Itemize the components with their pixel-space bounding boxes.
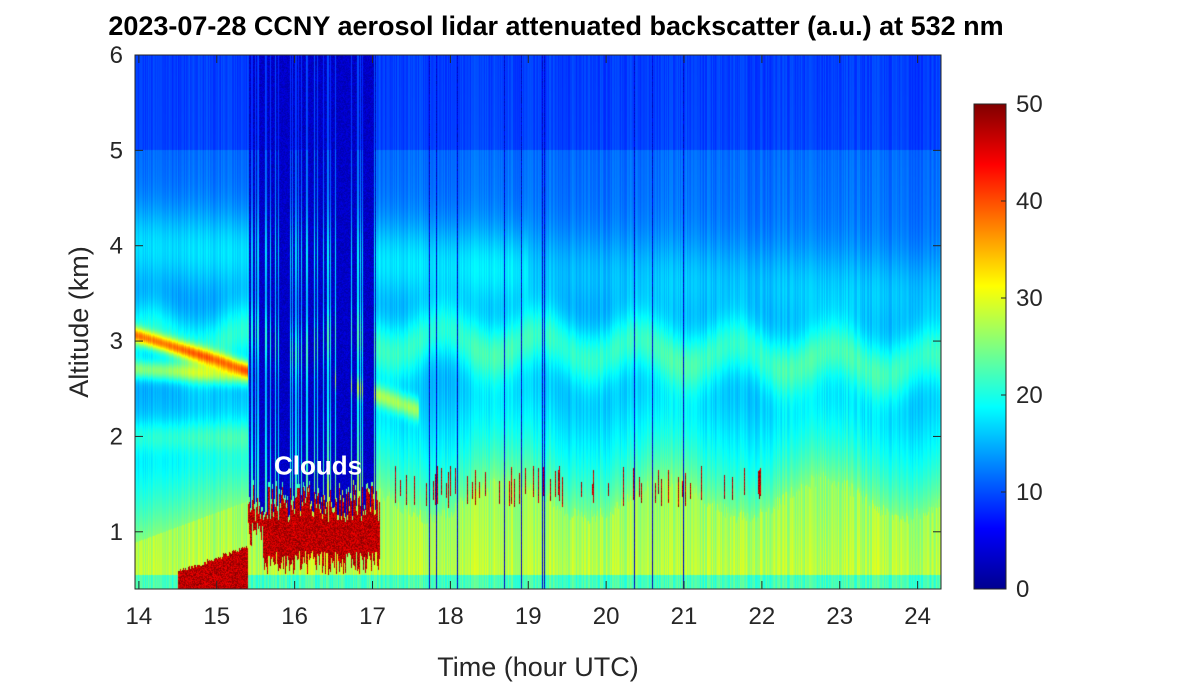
- x-tick-label: 17: [359, 603, 386, 630]
- colorbar-ticks: 0 10 20 30 40 50: [1001, 91, 1043, 603]
- x-tick-label: 14: [126, 603, 153, 630]
- y-axis: 1 2 3 4 5 6: [110, 42, 941, 546]
- x-tick-label: 21: [671, 603, 698, 630]
- colorbar-tick-label: 50: [1016, 91, 1043, 118]
- colorbar-tick-label: 30: [1016, 285, 1043, 312]
- y-tick-label: 3: [110, 328, 123, 355]
- y-tick-label: 6: [110, 42, 123, 69]
- x-tick-label: 18: [437, 603, 464, 630]
- x-axis-label: Time (hour UTC): [437, 652, 639, 682]
- plot-frame: [134, 54, 942, 590]
- y-tick-label: 2: [110, 423, 123, 450]
- x-tick-label: 23: [826, 603, 853, 630]
- y-tick-label: 1: [110, 519, 123, 546]
- colorbar-tick-label: 40: [1016, 188, 1043, 215]
- chart-title: 2023-07-28 CCNY aerosol lidar attenuated…: [108, 11, 1003, 41]
- x-tick-label: 20: [593, 603, 620, 630]
- y-tick-label: 4: [110, 233, 123, 260]
- clouds-annotation: Clouds: [274, 451, 362, 481]
- colorbar-tick-label: 0: [1016, 576, 1029, 603]
- x-tick-label: 24: [904, 603, 931, 630]
- y-tick-label: 5: [110, 137, 123, 164]
- x-tick-label: 19: [515, 603, 542, 630]
- x-axis: 14 15 16 17 18 19 20 21 22 23 24: [126, 55, 931, 630]
- x-tick-label: 16: [281, 603, 308, 630]
- colorbar-tick-label: 10: [1016, 479, 1043, 506]
- y-axis-label: Altitude (km): [64, 246, 94, 398]
- x-tick-label: 15: [203, 603, 230, 630]
- heatmap-image-container: [135, 55, 941, 589]
- colorbar: [973, 103, 1007, 590]
- x-tick-label: 22: [749, 603, 776, 630]
- colorbar-tick-label: 20: [1016, 382, 1043, 409]
